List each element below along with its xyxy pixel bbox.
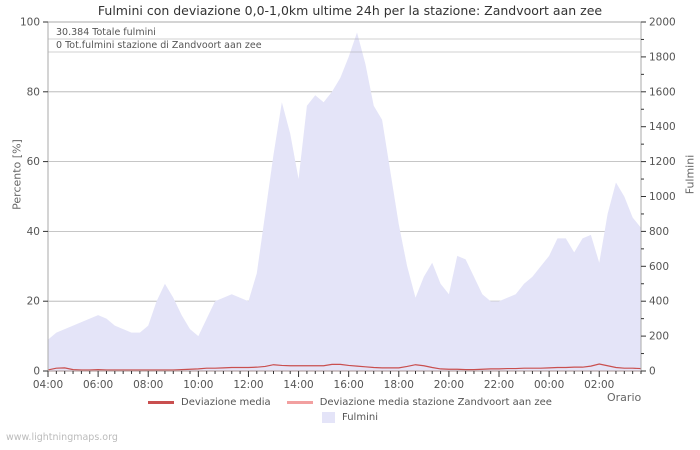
svg-text:20:00: 20:00 (434, 379, 464, 391)
svg-text:14:00: 14:00 (283, 379, 313, 391)
svg-text:80: 80 (27, 86, 40, 98)
svg-text:100: 100 (20, 17, 40, 29)
svg-text:08:00: 08:00 (133, 379, 163, 391)
svg-text:16:00: 16:00 (334, 379, 364, 391)
legend-swatch-line (148, 401, 175, 404)
svg-text:400: 400 (649, 296, 669, 308)
svg-text:0: 0 (649, 366, 656, 378)
svg-text:1400: 1400 (649, 121, 676, 133)
svg-text:0: 0 (33, 366, 40, 378)
legend-label: Deviazione media stazione Zandvoort aan … (319, 397, 552, 408)
watermark: www.lightningmaps.org (6, 432, 118, 443)
annotation-station-strokes: 0 Tot.fulmini stazione di Zandvoort aan … (56, 40, 262, 51)
svg-text:12:00: 12:00 (233, 379, 263, 391)
svg-text:1800: 1800 (649, 51, 676, 63)
legend-swatch-line (286, 401, 313, 404)
legend-label: Fulmini (342, 412, 378, 423)
y-axis-left-title: Percento [%] (10, 139, 24, 210)
legend-swatch-area (322, 412, 336, 423)
svg-text:1200: 1200 (649, 156, 676, 168)
chart-title: Fulmini con deviazione 0,0-1,0km ultime … (97, 3, 603, 18)
svg-text:60: 60 (27, 156, 40, 168)
chart-legend: Deviazione media Deviazione media stazio… (0, 395, 700, 425)
x-axis-title: Orario (607, 391, 642, 404)
svg-text:02:00: 02:00 (584, 379, 614, 391)
legend-row-secondary: Fulmini (0, 410, 700, 425)
legend-item-fulmini[interactable]: Fulmini (322, 412, 378, 423)
legend-item-deviazione-media[interactable]: Deviazione media (148, 397, 271, 408)
svg-text:1600: 1600 (649, 86, 676, 98)
svg-text:22:00: 22:00 (484, 379, 514, 391)
svg-text:600: 600 (649, 261, 669, 273)
svg-text:00:00: 00:00 (534, 379, 564, 391)
legend-item-deviazione-media-stazione[interactable]: Deviazione media stazione Zandvoort aan … (286, 397, 552, 408)
svg-text:06:00: 06:00 (83, 379, 113, 391)
svg-text:200: 200 (649, 331, 669, 343)
svg-text:10:00: 10:00 (183, 379, 213, 391)
svg-text:20: 20 (27, 296, 40, 308)
svg-text:18:00: 18:00 (384, 379, 414, 391)
annotation-total-strokes: 30.384 Totale fulmini (56, 27, 156, 38)
svg-text:1000: 1000 (649, 191, 676, 203)
y-axis-right-title: Fulmini (683, 154, 697, 195)
series-line-0 (47, 363, 642, 371)
svg-text:2000: 2000 (649, 17, 676, 29)
svg-text:40: 40 (27, 226, 40, 238)
svg-text:800: 800 (649, 226, 669, 238)
legend-label: Deviazione media (181, 397, 271, 408)
series-area-fulmini (48, 32, 641, 371)
svg-text:04:00: 04:00 (33, 379, 63, 391)
legend-row-primary: Deviazione media Deviazione media stazio… (0, 395, 700, 410)
